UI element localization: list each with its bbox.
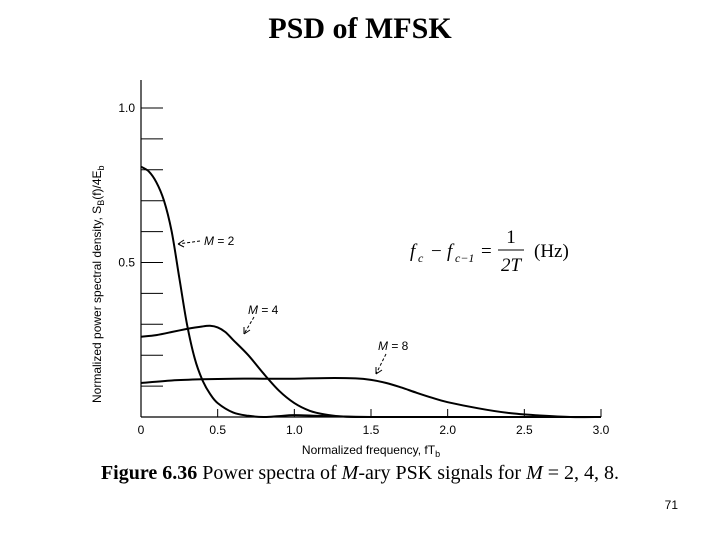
label-m8-val: = 8 bbox=[388, 339, 409, 353]
pointer-m4 bbox=[243, 316, 255, 335]
caption-figure-number: Figure 6.36 bbox=[100, 462, 198, 484]
y-tick-label: 1.0 bbox=[118, 101, 135, 115]
y-tick-label: 0.5 bbox=[118, 256, 135, 270]
x-tick-label: 3.0 bbox=[593, 423, 610, 437]
y-axis-label: Normalized power spectral density, SB(f)… bbox=[90, 165, 106, 403]
x-axis-label-main: Normalized frequency, fT bbox=[302, 443, 436, 457]
caption-text-a: Power spectra of bbox=[197, 462, 342, 484]
x-tick-label: 1.0 bbox=[286, 423, 303, 437]
x-tick-label: 2.0 bbox=[439, 423, 456, 437]
caption-m1: M bbox=[341, 462, 359, 484]
formula-denominator: 2T bbox=[501, 255, 523, 276]
label-m2-m: M bbox=[204, 234, 214, 248]
caption-m2: M bbox=[526, 462, 543, 484]
slide-title: PSD of MFSK bbox=[268, 12, 452, 45]
x-tick-label: 2.5 bbox=[516, 423, 533, 437]
caption-text-c: = 2, 4, 8. bbox=[542, 462, 620, 484]
formula-unit: (Hz) bbox=[534, 241, 569, 262]
pointer-m2-head bbox=[177, 239, 185, 248]
series-line-m-8 bbox=[140, 377, 602, 419]
x-tick-label: 1.5 bbox=[363, 423, 380, 437]
formula-f1: f bbox=[410, 241, 418, 262]
y-axis-label-sub1: B bbox=[96, 200, 106, 206]
pointer-m8 bbox=[375, 353, 387, 375]
y-axis-label-sub2: b bbox=[96, 165, 106, 170]
formula-sub-c: c bbox=[418, 251, 424, 265]
y-axis-label-main: Normalized power spectral density, S bbox=[90, 206, 104, 403]
chart-axes bbox=[140, 80, 601, 418]
pointer-m2 bbox=[177, 240, 201, 245]
label-m2-val: = 2 bbox=[214, 234, 235, 248]
y-axis-label-mid: (f)/4E bbox=[90, 170, 104, 199]
label-m2: M = 2 bbox=[204, 234, 235, 248]
caption-text-b: -ary PSK signals for bbox=[358, 462, 527, 484]
x-tick-label: 0.5 bbox=[209, 423, 226, 437]
formula-f2: f bbox=[447, 241, 455, 262]
pointer-m8-head bbox=[375, 367, 383, 375]
formula-sub-c1: c−1 bbox=[455, 251, 474, 265]
formula-minus: − bbox=[431, 241, 442, 262]
chart-ticks: 0 0.5 1.0 1.5 2.0 2.5 3.0 0.5 1.0 bbox=[118, 101, 609, 437]
formula-equals: = bbox=[481, 241, 492, 262]
formula-numerator: 1 bbox=[506, 227, 516, 248]
pointer-m4-head bbox=[243, 327, 251, 335]
frequency-spacing-formula: f c − f c−1 = 1 2T (Hz) bbox=[410, 227, 569, 276]
label-m4-m: M bbox=[248, 303, 258, 317]
label-m8-m: M bbox=[378, 339, 388, 353]
series-line-m-4 bbox=[140, 324, 601, 419]
x-axis-label-sub: b bbox=[435, 449, 440, 459]
figure-caption: Figure 6.36 Power spectra of M-ary PSK s… bbox=[0, 462, 720, 485]
label-m4-val: = 4 bbox=[258, 303, 279, 317]
x-axis-label: Normalized frequency, fTb bbox=[302, 443, 440, 459]
chart-curves bbox=[140, 165, 602, 419]
slide-page-number: 71 bbox=[664, 498, 678, 512]
x-tick-label: 0 bbox=[138, 423, 145, 437]
label-m8: M = 8 bbox=[378, 339, 409, 353]
label-m4: M = 4 bbox=[248, 303, 279, 317]
